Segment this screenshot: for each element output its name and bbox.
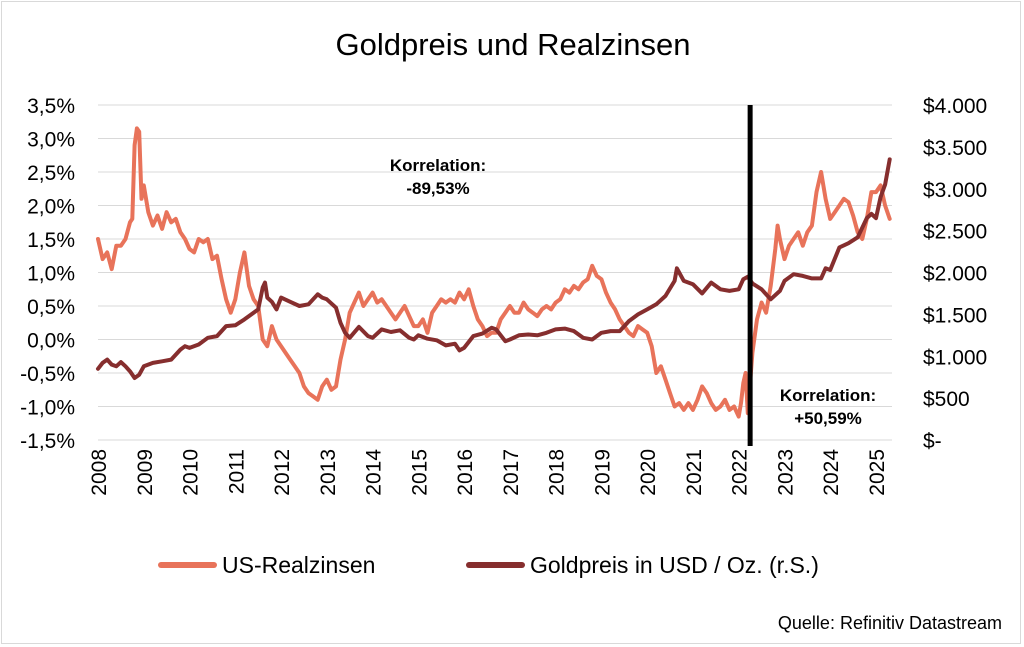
y-right-tick-5: $1.500	[923, 304, 987, 327]
x-tick-2013: 2013	[317, 449, 340, 496]
legend-label-realzinsen: US-Realzinsen	[222, 552, 375, 578]
x-tick-2019: 2019	[591, 449, 614, 496]
x-tick-2014: 2014	[363, 449, 386, 496]
x-tick-2010: 2010	[180, 449, 203, 496]
y-left-tick-6: 0,5%	[27, 296, 75, 319]
annotation-left-line1: Korrelation:	[390, 156, 486, 175]
x-tick-2016: 2016	[454, 449, 477, 496]
x-tick-2025: 2025	[866, 449, 889, 496]
y-left-tick-10: -1,5%	[20, 430, 75, 453]
x-tick-2020: 2020	[637, 449, 660, 496]
left-axis-ticks: 3,5% 3,0% 2,5% 2,0% 1,5% 1,0% 0,5% 0,0% -0,5% -1,…	[20, 95, 75, 453]
series-line-goldpreis-in-usd-oz-r-s	[96, 157, 892, 380]
y-left-tick-1: 3,0%	[27, 129, 75, 152]
y-right-tick-8: $-	[923, 430, 942, 453]
y-left-tick-8: -0,5%	[20, 363, 75, 386]
y-left-tick-0: 3,5%	[27, 95, 75, 118]
y-right-tick-3: $2.500	[923, 221, 987, 244]
legend: US-Realzinsen Goldpreis in USD / Oz. (r.…	[158, 552, 819, 578]
annotation-left-line2: -89,53%	[406, 179, 469, 198]
x-tick-2011: 2011	[225, 449, 248, 494]
x-axis-ticks: 2008 2009 2010 2011 2012 2013 2014 2015 2016 2017…	[88, 449, 889, 496]
y-right-tick-2: $3.000	[923, 179, 987, 202]
right-axis-ticks: $4.000 $3.500 $3.000 $2.500 $2.000 $1.500 $1.0…	[923, 95, 987, 453]
x-tick-2012: 2012	[271, 449, 294, 496]
y-right-tick-0: $4.000	[923, 95, 987, 118]
annotation-right-line1: Korrelation:	[780, 386, 876, 405]
x-tick-2009: 2009	[134, 449, 157, 496]
series-line-us-realzinsen	[96, 126, 892, 419]
x-tick-2023: 2023	[774, 449, 797, 496]
chart-title: Goldpreis und Realzinsen	[336, 27, 691, 62]
y-left-tick-2: 2,5%	[27, 162, 75, 185]
y-right-tick-4: $2.000	[923, 263, 987, 286]
y-left-tick-3: 2,0%	[27, 196, 75, 219]
y-left-tick-5: 1,0%	[27, 263, 75, 286]
annotation-right-line2: +50,59%	[794, 409, 862, 428]
series-lines	[96, 126, 892, 419]
legend-label-goldpreis: Goldpreis in USD / Oz. (r.S.)	[530, 552, 819, 578]
x-tick-2024: 2024	[820, 449, 843, 496]
source-note: Quelle: Refinitiv Datastream	[778, 613, 1002, 633]
x-tick-2021: 2021	[683, 449, 706, 496]
x-tick-2017: 2017	[500, 449, 523, 496]
y-left-tick-7: 0,0%	[27, 330, 75, 353]
x-tick-2015: 2015	[408, 449, 431, 496]
y-right-tick-1: $3.500	[923, 137, 987, 160]
x-tick-2018: 2018	[546, 449, 569, 496]
y-left-tick-9: -1,0%	[20, 397, 75, 420]
y-left-tick-4: 1,5%	[27, 229, 75, 252]
y-right-tick-6: $1.000	[923, 346, 987, 369]
y-right-tick-7: $500	[923, 388, 970, 411]
x-tick-2008: 2008	[88, 449, 111, 496]
x-tick-2022: 2022	[729, 449, 752, 496]
